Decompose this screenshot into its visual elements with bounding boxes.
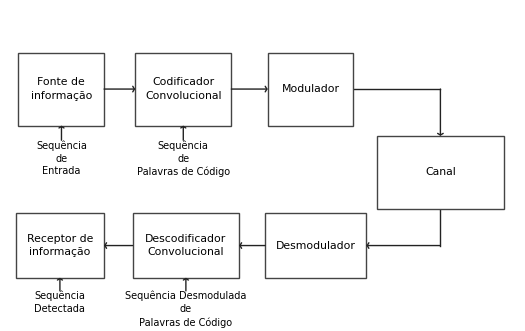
- FancyBboxPatch shape: [268, 53, 353, 126]
- FancyBboxPatch shape: [133, 213, 239, 278]
- Text: Modulador: Modulador: [281, 84, 340, 94]
- Text: Receptor de
informação: Receptor de informação: [27, 234, 93, 257]
- Text: Canal: Canal: [425, 167, 456, 177]
- FancyBboxPatch shape: [135, 53, 232, 126]
- Text: Descodificador
Convolucional: Descodificador Convolucional: [145, 234, 226, 257]
- Text: Desmodulador: Desmodulador: [276, 241, 355, 251]
- Text: Sequência
Detectada: Sequência Detectada: [35, 291, 86, 314]
- Text: Fonte de
informação: Fonte de informação: [30, 77, 92, 101]
- FancyBboxPatch shape: [16, 213, 104, 278]
- Text: Sequência
de
Palavras de Código: Sequência de Palavras de Código: [136, 140, 230, 177]
- Text: Codificador
Convolucional: Codificador Convolucional: [145, 77, 222, 101]
- Text: Sequência Desmodulada
de
Palavras de Código: Sequência Desmodulada de Palavras de Cód…: [125, 291, 247, 328]
- Text: Sequência
de
Entrada: Sequência de Entrada: [36, 140, 87, 176]
- FancyBboxPatch shape: [265, 213, 366, 278]
- FancyBboxPatch shape: [377, 136, 504, 209]
- FancyBboxPatch shape: [18, 53, 104, 126]
